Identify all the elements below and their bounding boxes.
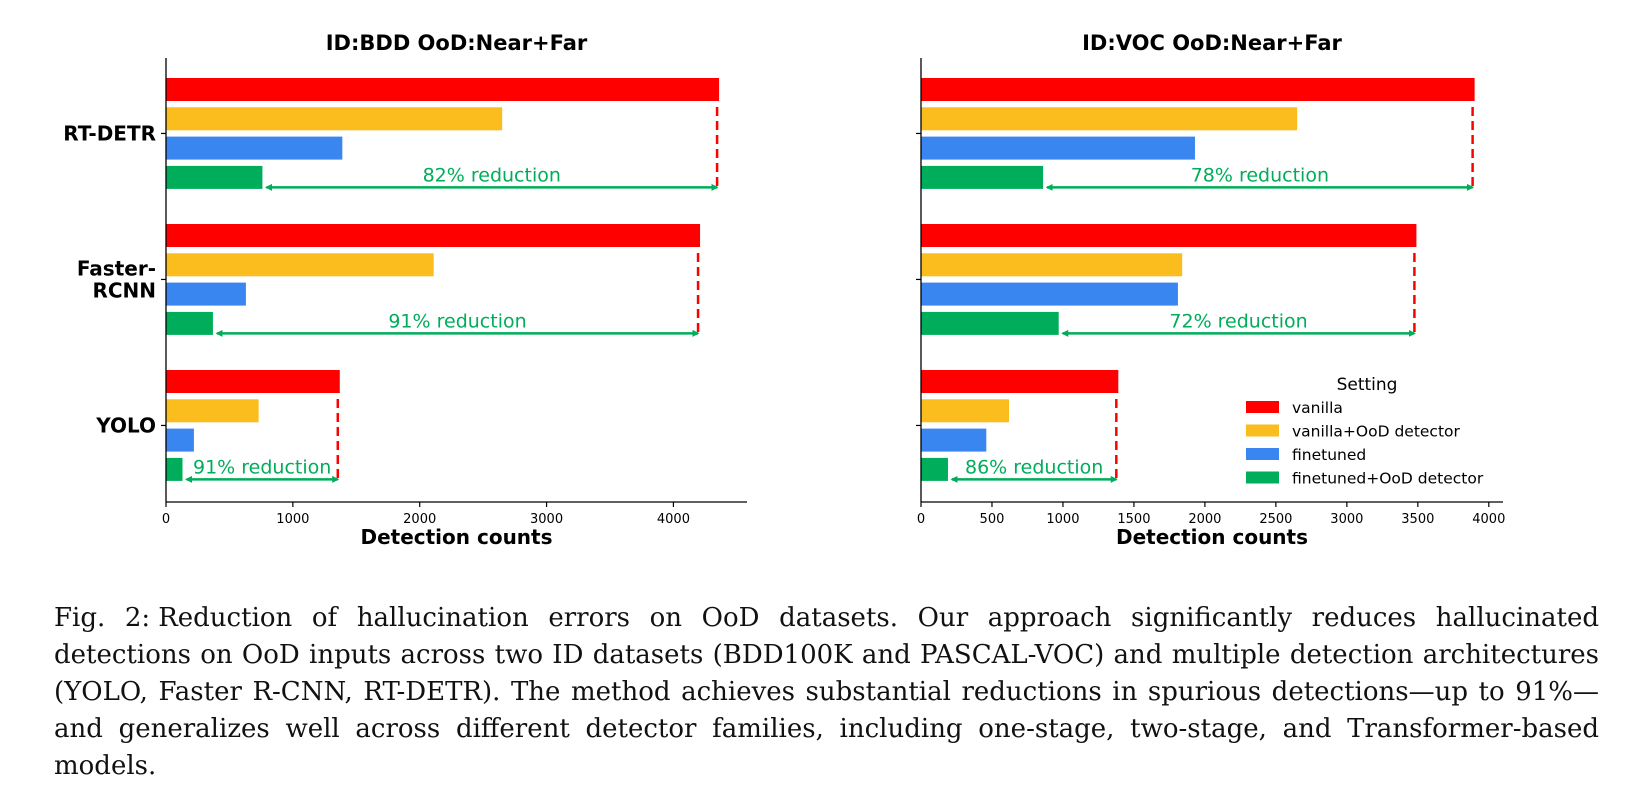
bar-finetuned-ood-detector-1 (921, 311, 1059, 335)
caption-text: Reduction of hallucination errors on OoD… (54, 603, 1599, 781)
x-tick-label: 500 (980, 512, 1005, 527)
bar-vanilla-1 (166, 224, 701, 247)
bar-vanilla-ood-detector-0 (921, 107, 1298, 131)
x-axis-label: Detection counts (360, 525, 552, 549)
x-tick-label: 3500 (1401, 512, 1434, 527)
chart-title: ID:BDD OoD:Near+Far (326, 31, 588, 55)
x-axis-label: Detection counts (1116, 525, 1308, 549)
category-label: RT-DETR (63, 121, 156, 145)
x-tick-label: 0 (162, 512, 170, 527)
bar-finetuned-ood-detector-0 (166, 165, 263, 189)
legend-swatch (1246, 448, 1279, 460)
chart-legend: Setting vanilla vanilla+OoD detector finetu… (1246, 375, 1484, 488)
legend-swatch (1246, 401, 1279, 413)
legend-item-label: vanilla (1292, 399, 1343, 417)
legend-swatch (1246, 424, 1279, 437)
bar-finetuned-2 (921, 428, 987, 452)
bar-finetuned-0 (921, 136, 1195, 160)
bar-finetuned-ood-detector-0 (921, 165, 1044, 189)
reduction-label: 78% reduction (1191, 164, 1329, 186)
bar-vanilla-ood-detector-2 (921, 399, 1010, 423)
x-tick-label: 1000 (1046, 512, 1079, 527)
bar-vanilla-ood-detector-0 (166, 107, 503, 131)
bar-finetuned-2 (166, 428, 194, 452)
x-tick-label: 3000 (1330, 512, 1363, 527)
caption-label: Fig. 2: (54, 603, 151, 633)
x-tick-label: 1000 (276, 512, 309, 527)
category-label: YOLO (95, 413, 156, 437)
reduction-label: 86% reduction (965, 456, 1103, 478)
bar-vanilla-ood-detector-2 (166, 399, 259, 423)
figure-caption: Fig. 2: Reduction of hallucination errors… (54, 600, 1599, 785)
category-label: RCNN (92, 278, 156, 302)
bar-finetuned-ood-detector-2 (921, 457, 948, 481)
bar-vanilla-0 (921, 78, 1475, 101)
x-tick-label: 2500 (1259, 512, 1292, 527)
category-label: Faster- (77, 256, 156, 280)
legend-title: Setting (1337, 375, 1398, 395)
x-tick-label: 2000 (403, 512, 436, 527)
bar-finetuned-1 (921, 282, 1178, 306)
legend-item-label: finetuned+OoD detector (1292, 470, 1484, 488)
reduction-label: 91% reduction (193, 456, 331, 478)
legend-item-label: vanilla+OoD detector (1292, 423, 1461, 441)
figure: ID:BDD OoD:Near+Far 82% reduction 91% redu… (63, 31, 1505, 549)
chart-title: ID:VOC OoD:Near+Far (1082, 31, 1342, 55)
bar-finetuned-ood-detector-2 (166, 457, 183, 481)
legend-item-label: finetuned (1292, 446, 1366, 464)
x-tick-label: 2000 (1188, 512, 1221, 527)
x-tick-label: 4000 (1472, 512, 1505, 527)
x-tick-label: 4000 (657, 512, 690, 527)
legend-swatch (1246, 471, 1279, 484)
x-tick-label: 3000 (530, 512, 563, 527)
bar-vanilla-1 (921, 224, 1417, 247)
bar-vanilla-0 (166, 78, 720, 101)
bar-vanilla-2 (166, 370, 340, 393)
bar-finetuned-ood-detector-1 (166, 311, 213, 335)
bar-finetuned-0 (166, 136, 343, 160)
chart-panel-bdd: ID:BDD OoD:Near+Far 82% reduction 91% redu… (63, 31, 747, 549)
x-tick-label: 0 (917, 512, 925, 527)
reduction-label: 82% reduction (423, 164, 561, 186)
reduction-label: 72% reduction (1169, 310, 1307, 332)
reduction-label: 91% reduction (388, 310, 526, 332)
x-tick-label: 1500 (1117, 512, 1150, 527)
bar-vanilla-ood-detector-1 (921, 253, 1183, 277)
bar-finetuned-1 (166, 282, 246, 306)
chart-panel-voc: ID:VOC OoD:Near+Far 78% reduction 72% redu… (916, 31, 1505, 549)
bar-vanilla-2 (921, 370, 1119, 393)
bar-vanilla-ood-detector-1 (166, 253, 434, 277)
